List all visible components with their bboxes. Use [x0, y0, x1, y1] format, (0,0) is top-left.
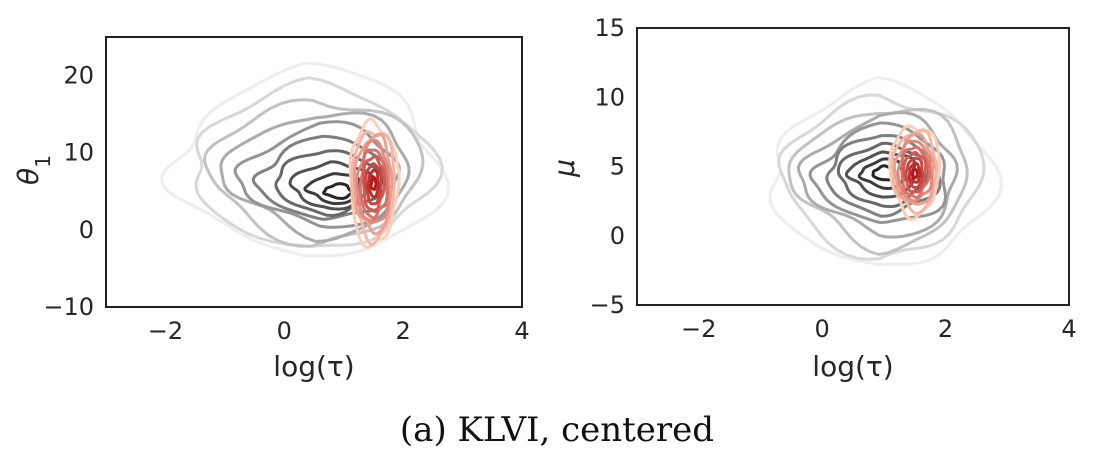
x-tick-label: −2 — [148, 317, 183, 345]
approx-contour-level-9 — [910, 167, 919, 180]
y-tick-label: 5 — [610, 153, 625, 181]
y-tick-label: 20 — [63, 62, 94, 90]
x-tick-label: 0 — [277, 317, 292, 345]
figure: −2 0 2 4 −10 0 10 20 log(τ) θ1 −2 0 2 4 −5 0 5 10 15 log(τ… — [12, 14, 1077, 383]
x-tick-label: 2 — [938, 315, 953, 343]
x-tick-label: 4 — [1061, 315, 1076, 343]
reference-contour-level-4 — [796, 111, 959, 239]
approx-contour-level-2 — [350, 130, 396, 246]
figure-caption: (a) KLVI, centered — [399, 410, 715, 450]
approx-contour-level-7 — [363, 161, 383, 206]
approx-contour-level-7 — [904, 156, 924, 190]
reference-contour-level-9 — [303, 172, 361, 206]
left-contour-panel: −2 0 2 4 −10 0 10 20 log(τ) θ1 — [12, 36, 530, 383]
approx-contour-level-8 — [907, 161, 922, 184]
y-tick-label: 0 — [610, 222, 625, 250]
approx-contour-level-4 — [355, 138, 391, 224]
y-tick-label: 0 — [79, 216, 94, 244]
y-tick-label: −10 — [43, 293, 94, 321]
x-tick-label: 4 — [514, 317, 529, 345]
approx-contour-level-6 — [362, 154, 387, 214]
right-contour-panel: −2 0 2 4 −5 0 5 10 15 log(τ) μ — [548, 14, 1077, 383]
y-tick-label: 10 — [594, 83, 625, 111]
y-tick-label: 15 — [594, 14, 625, 42]
reference-contour-level-3 — [787, 107, 969, 257]
axes-frame — [636, 27, 1070, 306]
y-axis-label-subscript: 1 — [31, 155, 55, 168]
y-tick-label: 10 — [63, 139, 94, 167]
axes-frame — [105, 36, 523, 308]
approx-contour-level-3 — [352, 132, 394, 236]
y-tick-label: −5 — [590, 291, 625, 319]
x-axis-label: log(τ) — [273, 350, 354, 383]
reference-contour-level-1 — [768, 76, 1003, 267]
x-tick-label: 0 — [815, 315, 830, 343]
x-axis-label: log(τ) — [812, 350, 893, 383]
approx-contour-level-3 — [892, 132, 936, 206]
x-tick-label: 2 — [396, 317, 411, 345]
reference-contour-level-10 — [322, 182, 354, 201]
approx-contour-level-9 — [369, 175, 378, 191]
y-axis-label: μ — [548, 159, 581, 178]
approx-contour-level-8 — [366, 169, 381, 199]
plot-area — [768, 76, 1003, 267]
approx-contour-level-4 — [896, 139, 934, 203]
plot-area — [159, 61, 451, 258]
approx-contour-level-2 — [890, 128, 939, 215]
x-tick-label: −2 — [681, 315, 716, 343]
y-axis-label: θ1 — [12, 155, 55, 185]
approx-contour-level-6 — [901, 150, 928, 194]
approx-contour-level-5 — [358, 148, 389, 220]
